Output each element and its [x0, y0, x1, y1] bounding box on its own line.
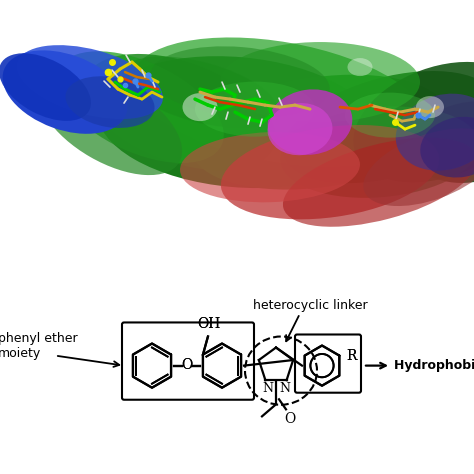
Ellipse shape — [122, 56, 278, 128]
Ellipse shape — [38, 69, 182, 175]
Ellipse shape — [353, 62, 474, 182]
FancyBboxPatch shape — [122, 322, 254, 400]
Text: R: R — [346, 348, 356, 363]
Ellipse shape — [283, 137, 474, 227]
Ellipse shape — [416, 96, 444, 118]
Ellipse shape — [220, 42, 420, 122]
Text: heterocyclic linker: heterocyclic linker — [253, 299, 367, 312]
Ellipse shape — [17, 45, 163, 119]
Ellipse shape — [191, 75, 449, 190]
Ellipse shape — [363, 128, 474, 206]
Ellipse shape — [98, 56, 376, 188]
Ellipse shape — [180, 132, 360, 202]
Ellipse shape — [195, 82, 315, 137]
Ellipse shape — [150, 46, 330, 118]
Text: R: R — [346, 348, 356, 363]
Text: phenyl ether
moiety: phenyl ether moiety — [0, 331, 78, 360]
Ellipse shape — [410, 101, 474, 183]
Text: N: N — [279, 382, 290, 395]
Text: Hydrophobic moi: Hydrophobic moi — [394, 359, 474, 372]
Ellipse shape — [221, 125, 439, 219]
Text: OH: OH — [197, 318, 220, 331]
Ellipse shape — [65, 76, 155, 128]
Ellipse shape — [0, 53, 91, 121]
Ellipse shape — [267, 103, 332, 155]
Ellipse shape — [347, 58, 373, 76]
Text: O: O — [182, 357, 192, 372]
Ellipse shape — [182, 93, 218, 121]
Ellipse shape — [2, 50, 128, 134]
Ellipse shape — [268, 90, 352, 155]
Ellipse shape — [132, 37, 428, 167]
Ellipse shape — [56, 51, 224, 163]
FancyBboxPatch shape — [295, 335, 361, 392]
Ellipse shape — [283, 71, 474, 183]
Text: OH: OH — [197, 318, 220, 331]
Text: O: O — [284, 412, 295, 426]
Text: O: O — [182, 357, 192, 372]
Ellipse shape — [345, 92, 435, 137]
Ellipse shape — [84, 54, 275, 170]
Text: N: N — [262, 382, 273, 395]
Ellipse shape — [280, 107, 474, 198]
Ellipse shape — [420, 117, 474, 178]
Ellipse shape — [396, 94, 474, 171]
